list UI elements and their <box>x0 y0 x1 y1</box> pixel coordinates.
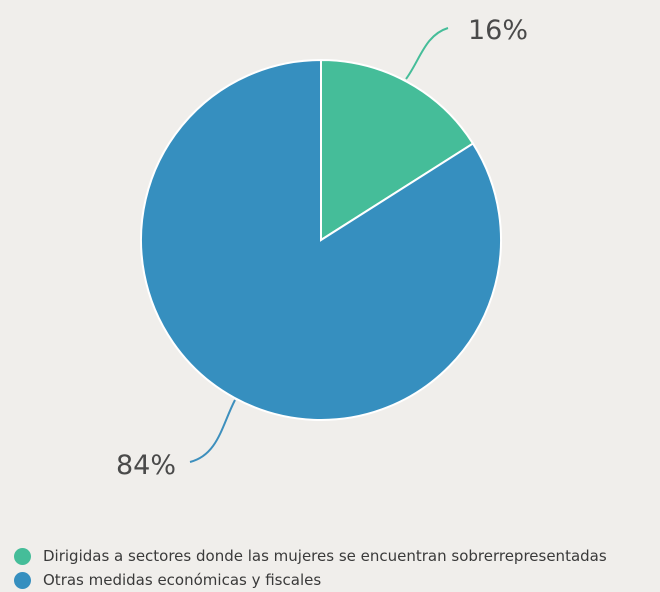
legend-item-dirigidas: Dirigidas a sectores donde las mujeres s… <box>14 544 607 568</box>
leader-line-slice-1 <box>189 399 236 463</box>
leader-line-slice-0 <box>405 27 449 80</box>
pie-slice-84 <box>140 58 502 421</box>
slice-label-84: 84% <box>116 450 176 481</box>
legend-item-otras: Otras medidas económicas y fiscales <box>14 568 607 592</box>
pie-slice-16 <box>320 58 475 242</box>
legend-label: Otras medidas económicas y fiscales <box>43 571 322 589</box>
legend-label: Dirigidas a sectores donde las mujeres s… <box>43 547 607 565</box>
legend-swatch-blue <box>14 571 31 589</box>
legend: Dirigidas a sectores donde las mujeres s… <box>14 544 607 592</box>
legend-swatch-green <box>14 547 31 565</box>
slice-label-16: 16% <box>468 15 528 46</box>
pie-chart: 16% 84% <box>116 15 528 481</box>
pie-slices <box>140 58 502 421</box>
